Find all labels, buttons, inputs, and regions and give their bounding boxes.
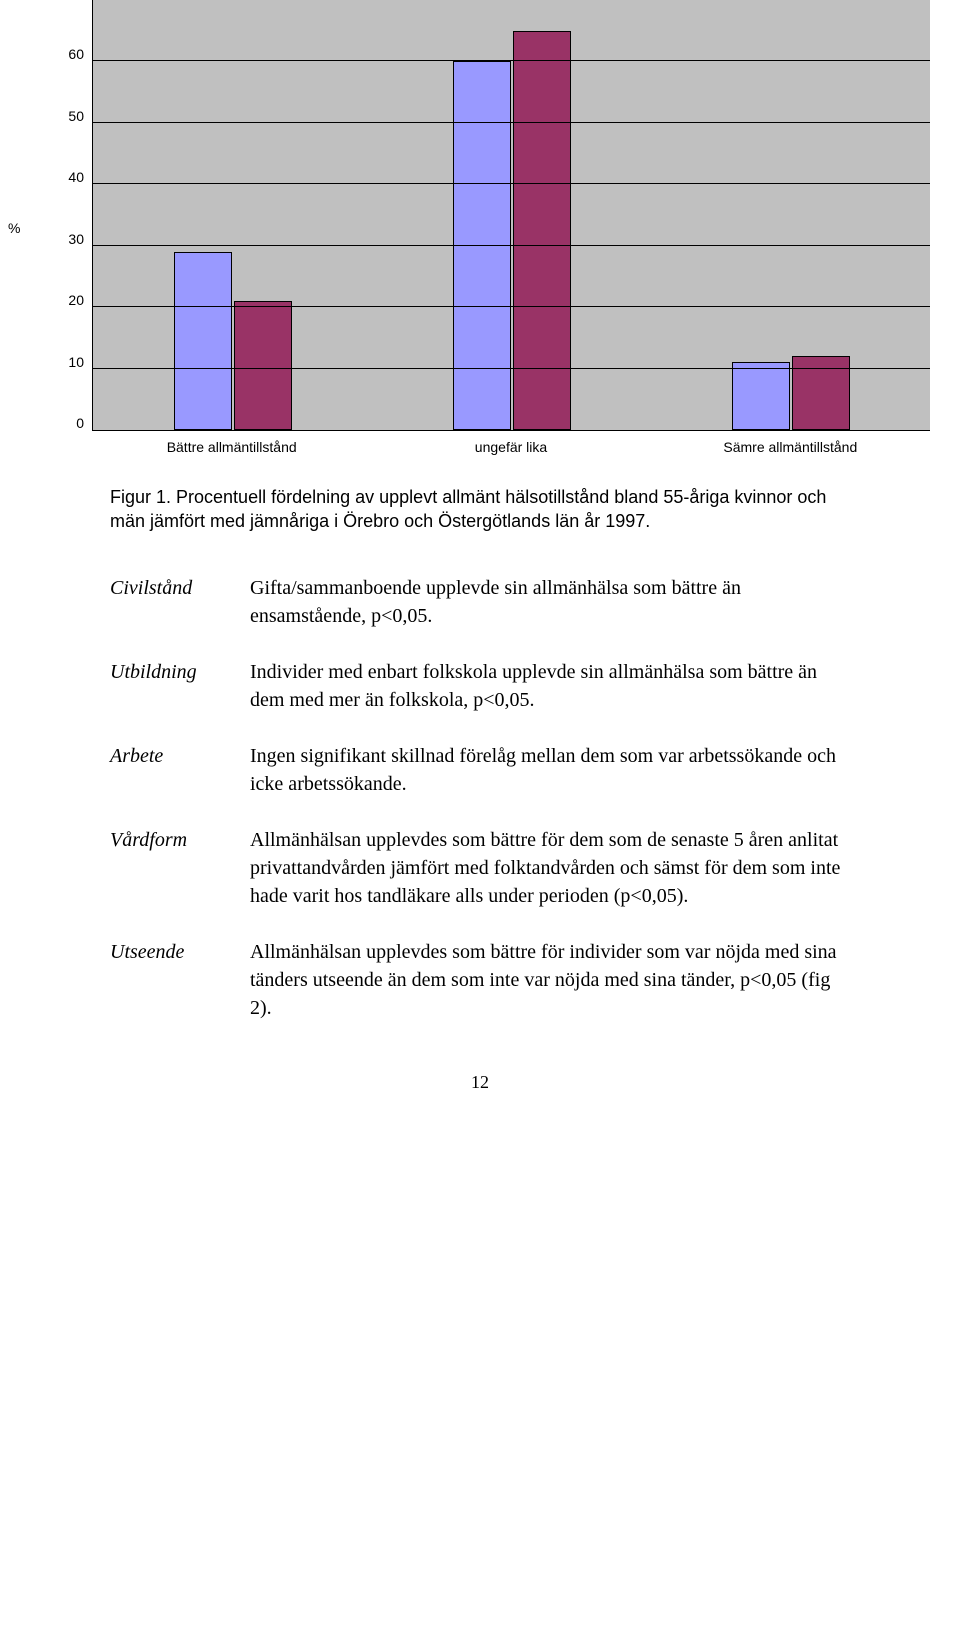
bar [453,61,511,430]
definition-term: Arbete [110,742,250,798]
definition-text: Gifta/sammanboende upplevde sin allmänhä… [250,574,850,630]
definition-row: ArbeteIngen signifikant skillnad förelåg… [110,742,850,798]
bar-group [453,31,571,430]
chart-area: 706050403020100 MänKvinnor [60,0,930,431]
definition-row: CivilståndGifta/sammanboende upplevde si… [110,574,850,630]
definition-text: Individer med enbart folkskola upplevde … [250,658,850,714]
definition-list: CivilståndGifta/sammanboende upplevde si… [110,574,850,1022]
figure-caption: Figur 1. Procentuell fördelning av upple… [110,485,850,534]
page: % 706050403020100 MänKvinnor Bättre allm… [0,0,960,1133]
y-axis-labels: 706050403020100 [60,0,84,430]
chart-bars [93,0,930,430]
definition-term: Utseende [110,938,250,1022]
gridline [93,245,930,246]
page-number: 12 [0,1072,960,1093]
x-tick-label: ungefär lika [371,439,650,455]
chart-plot [92,0,930,431]
gridline [93,122,930,123]
definition-text: Ingen signifikant skillnad förelåg mella… [250,742,850,798]
definition-row: UtbildningIndivider med enbart folkskola… [110,658,850,714]
bar [513,31,571,430]
definition-row: VårdformAllmänhälsan upplevdes som bättr… [110,826,850,910]
bar [174,252,232,430]
y-axis-title: % [8,220,20,236]
gridline [93,60,930,61]
definition-term: Civilstånd [110,574,250,630]
bar [234,301,292,430]
x-tick-label: Sämre allmäntillstånd [651,439,930,455]
definition-row: UtseendeAllmänhälsan upplevdes som bättr… [110,938,850,1022]
bar [732,362,790,430]
x-axis-labels: Bättre allmäntillståndungefär likaSämre … [92,439,930,455]
chart: % 706050403020100 MänKvinnor Bättre allm… [60,0,930,455]
definition-text: Allmänhälsan upplevdes som bättre för de… [250,826,850,910]
gridline [93,306,930,307]
definition-text: Allmänhälsan upplevdes som bättre för in… [250,938,850,1022]
gridline [93,368,930,369]
bar-group [174,252,292,430]
definition-term: Vårdform [110,826,250,910]
definition-term: Utbildning [110,658,250,714]
x-tick-label: Bättre allmäntillstånd [92,439,371,455]
gridline [93,183,930,184]
